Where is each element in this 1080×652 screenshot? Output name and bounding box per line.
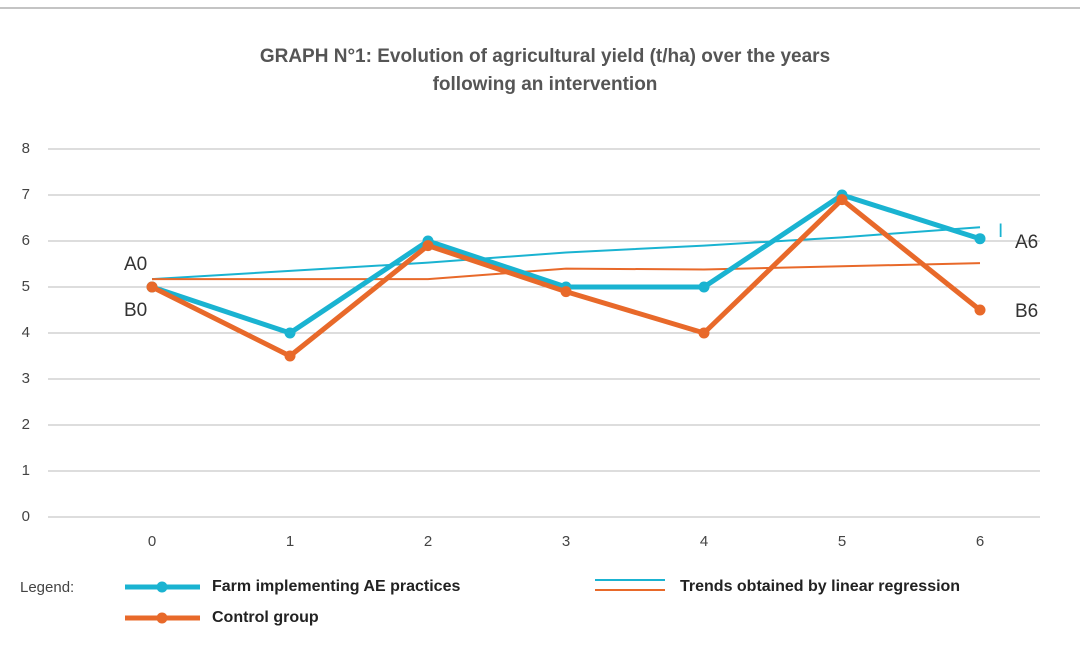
data-point [146,281,158,293]
legend-marker [156,612,168,624]
data-point [422,240,434,252]
annotation: A6 [1015,232,1038,253]
x-tick-label: 6 [976,533,984,550]
legend-label: Control group [212,609,319,626]
annotation: B6 [1015,301,1038,322]
y-tick-label: 7 [22,186,30,203]
chart-title: GRAPH N°1: Evolution of agricultural yie… [260,46,830,67]
x-tick-label: 0 [148,533,156,550]
data-point [836,194,848,206]
y-tick-label: 3 [22,370,30,387]
y-tick-label: 1 [22,462,30,479]
legend-marker [156,581,168,593]
trend-line [151,226,981,281]
data-point [698,327,710,339]
data-point [284,350,296,362]
annotation: A0 [124,254,147,275]
annotation: I [998,221,1003,242]
y-tick-label: 0 [22,508,30,525]
y-tick-label: 6 [22,232,30,249]
legend-label: Farm implementing AE practices [212,578,460,595]
data-point [698,281,710,293]
legend-title: Legend: [20,579,74,596]
chart-title: following an intervention [433,74,658,95]
data-point [560,286,572,298]
trend-line [152,262,981,281]
x-tick-label: 2 [424,533,432,550]
y-tick-label: 8 [22,140,30,157]
x-tick-label: 3 [562,533,570,550]
legend-label: Trends obtained by linear regression [680,578,960,595]
x-tick-label: 4 [700,533,708,550]
x-tick-label: 5 [838,533,846,550]
series-line [151,192,981,336]
data-point [974,233,986,245]
data-point [284,327,296,339]
y-tick-label: 5 [22,278,30,295]
y-tick-label: 4 [22,324,30,341]
data-point [974,304,986,316]
annotation: B0 [124,300,147,321]
y-tick-label: 2 [22,416,30,433]
x-tick-label: 1 [286,533,294,550]
